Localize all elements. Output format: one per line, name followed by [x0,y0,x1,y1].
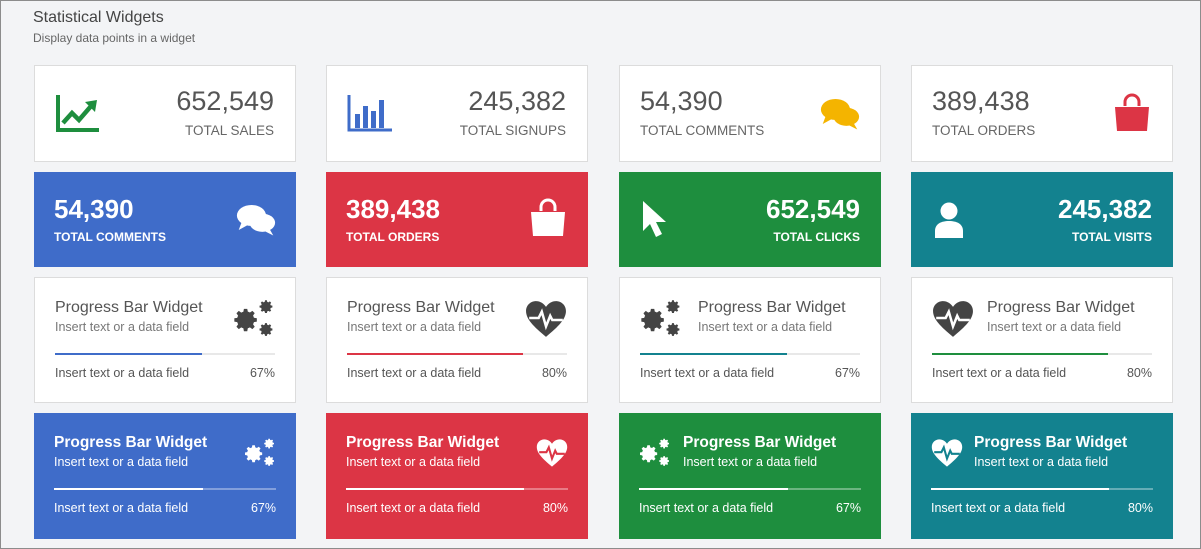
shopping-bag-icon [1112,93,1152,133]
progress-title: Progress Bar Widget [683,434,837,451]
chart-line-icon [56,95,99,132]
stat-widget-red-orders: 389,438 TOTAL ORDERS [326,172,588,267]
progress-percent: 80% [542,501,568,515]
progress-bar [639,488,861,490]
progress-footer-text: Insert text or a data field [639,501,774,515]
stat-widget-total-orders: 389,438 TOTAL ORDERS [911,65,1173,162]
stat-widget-green-clicks: 652,549 TOTAL CLICKS [619,172,881,267]
progress-title: Progress Bar Widget [987,299,1135,316]
progress-percent: 80% [1127,501,1153,515]
progress-title: Progress Bar Widget [55,299,203,316]
progress-footer-text: Insert text or a data field [931,501,1066,515]
stat-label: TOTAL COMMENTS [54,230,166,244]
progress-widget-red: Progress Bar Widget Insert text or a dat… [326,413,588,539]
progress-percent: 80% [1126,366,1152,380]
progress-footer-text: Insert text or a data field [346,501,481,515]
progress-widget-green: Progress Bar Widget Insert text or a dat… [619,413,881,539]
progress-bar [55,353,275,355]
heartbeat-icon [525,298,567,340]
stat-label: TOTAL SIGNUPS [459,123,566,138]
stat-value: 389,438 [346,194,440,224]
heartbeat-icon [932,298,974,340]
progress-bar [640,353,860,355]
stat-value: 54,390 [54,194,134,224]
progress-footer-text: Insert text or a data field [55,366,190,380]
progress-subtitle: Insert text or a data field [974,455,1109,469]
progress-subtitle: Insert text or a data field [698,320,833,334]
progress-percent: 67% [249,366,275,380]
progress-bar [346,488,568,490]
progress-subtitle: Insert text or a data field [346,455,481,469]
stat-label: TOTAL COMMENTS [640,123,765,138]
progress-bar [54,488,276,490]
stat-value: 54,390 [640,86,723,116]
stat-value: 245,382 [468,86,566,116]
progress-subtitle: Insert text or a data field [683,455,818,469]
stat-widget-total-comments: 54,390 TOTAL COMMENTS [619,65,881,162]
stat-widget-total-signups: 245,382 TOTAL SIGNUPS [326,65,588,162]
stat-value: 652,549 [176,86,274,116]
progress-subtitle: Insert text or a data field [987,320,1122,334]
stat-value: 652,549 [766,194,860,224]
progress-percent: 67% [834,366,860,380]
page-subtitle: Display data points in a widget [33,31,196,45]
comments-icon [820,97,860,131]
stat-label: TOTAL CLICKS [773,230,860,244]
shopping-bag-icon [528,198,568,238]
progress-subtitle: Insert text or a data field [347,320,482,334]
stat-widget-blue-comments: 54,390 TOTAL COMMENTS [34,172,296,267]
gears-icon [244,437,276,469]
progress-widget-3: Progress Bar Widget Insert text or a dat… [619,277,881,403]
progress-percent: 80% [541,366,567,380]
heartbeat-icon [931,437,963,469]
cursor-icon [643,201,666,237]
comments-icon [236,200,276,240]
gears-icon [640,298,682,340]
gears-icon [233,298,275,340]
progress-title: Progress Bar Widget [347,299,495,316]
progress-widget-4: Progress Bar Widget Insert text or a dat… [911,277,1173,403]
progress-widget-1: Progress Bar Widget Insert text or a dat… [34,277,296,403]
progress-title: Progress Bar Widget [698,299,846,316]
progress-percent: 67% [250,501,276,515]
progress-percent: 67% [835,501,861,515]
stat-label: TOTAL ORDERS [346,230,440,244]
page-title: Statistical Widgets [33,9,164,26]
progress-subtitle: Insert text or a data field [54,455,189,469]
page-header: Statistical Widgets Display data points … [33,9,195,45]
progress-footer-text: Insert text or a data field [54,501,189,515]
progress-title: Progress Bar Widget [346,434,500,451]
user-icon [935,202,963,238]
progress-title: Progress Bar Widget [54,434,208,451]
progress-footer-text: Insert text or a data field [932,366,1067,380]
progress-bar [931,488,1153,490]
progress-subtitle: Insert text or a data field [55,320,190,334]
progress-bar [932,353,1152,355]
stat-value: 389,438 [932,86,1030,116]
progress-widget-2: Progress Bar Widget Insert text or a dat… [326,277,588,403]
progress-widget-blue: Progress Bar Widget Insert text or a dat… [34,413,296,539]
stat-label: TOTAL SALES [184,123,274,138]
stat-widget-teal-visits: 245,382 TOTAL VISITS [911,172,1173,267]
heartbeat-icon [536,437,568,469]
bar-chart-icon [347,95,392,132]
stat-widget-total-sales: 652,549 TOTAL SALES [34,65,296,162]
progress-title: Progress Bar Widget [974,434,1128,451]
stat-label: TOTAL ORDERS [932,123,1036,138]
stat-label: TOTAL VISITS [1071,230,1152,244]
progress-widget-teal: Progress Bar Widget Insert text or a dat… [911,413,1173,539]
stat-value: 245,382 [1058,194,1152,224]
progress-footer-text: Insert text or a data field [640,366,775,380]
gears-icon [639,437,671,469]
progress-bar [347,353,567,355]
progress-footer-text: Insert text or a data field [347,366,482,380]
